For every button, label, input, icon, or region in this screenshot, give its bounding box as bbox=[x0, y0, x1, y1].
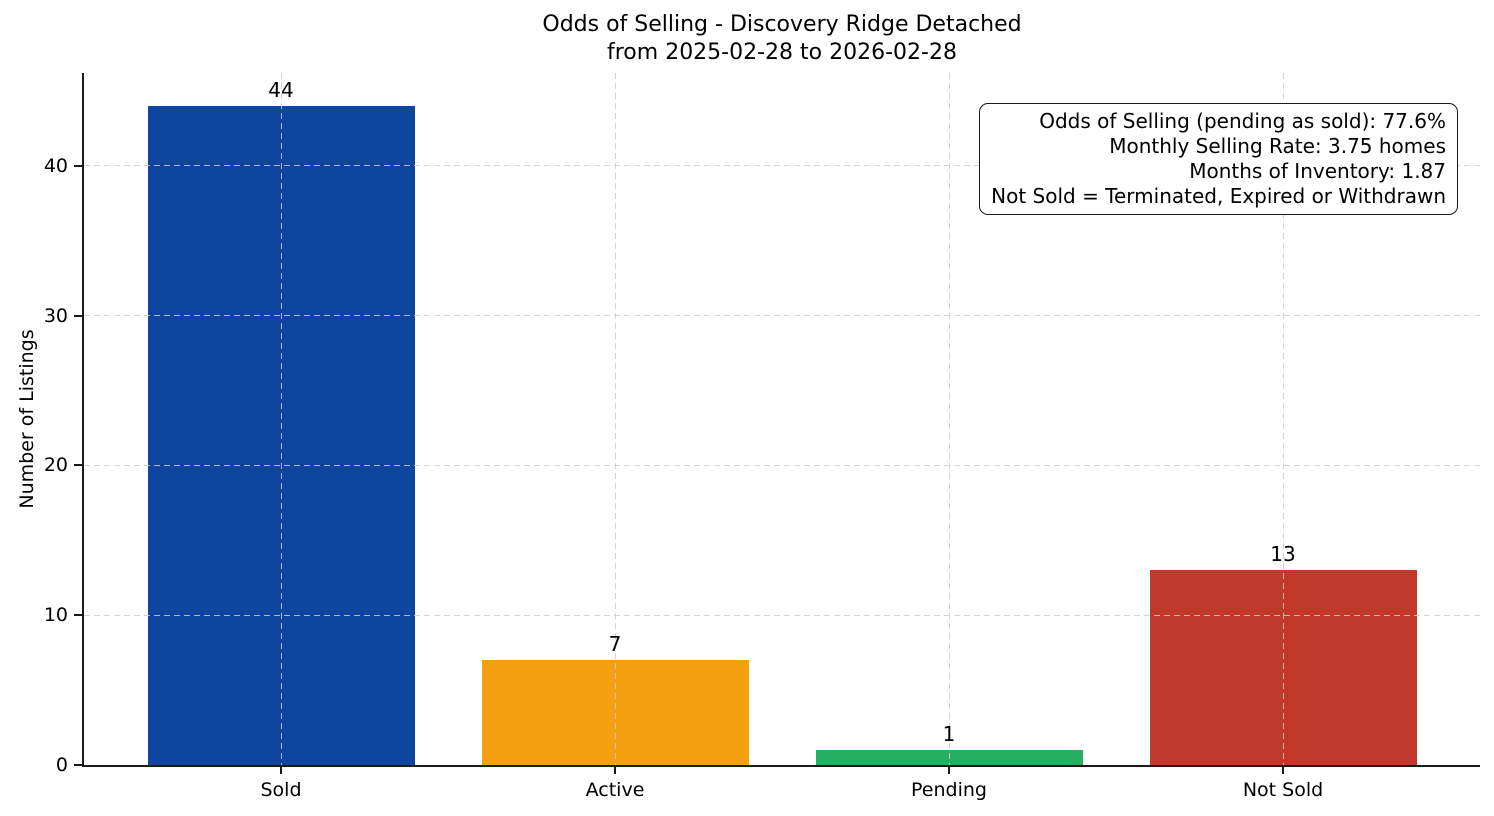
y-tick-label: 40 bbox=[43, 154, 68, 177]
y-tick bbox=[74, 314, 82, 317]
gridline-vertical bbox=[280, 73, 282, 765]
bar-value-label-sold: 44 bbox=[268, 77, 294, 102]
chart-title: Odds of Selling - Discovery Ridge Detach… bbox=[84, 11, 1480, 67]
y-tick-label: 20 bbox=[43, 454, 68, 477]
y-tick-label: 30 bbox=[43, 304, 68, 327]
y-tick bbox=[74, 464, 82, 467]
y-tick-label: 0 bbox=[55, 754, 68, 776]
gridline-horizontal bbox=[84, 464, 1480, 466]
gridline-vertical bbox=[1282, 73, 1284, 765]
x-axis-spine bbox=[82, 765, 1480, 767]
stat-not-sold-definition: Not Sold = Terminated, Expired or Withdr… bbox=[991, 184, 1446, 208]
y-tick bbox=[74, 164, 82, 167]
bar-value-label-active: 7 bbox=[608, 632, 622, 657]
y-tick bbox=[74, 764, 82, 766]
plot-area: 0 10 20 30 40 Sold 44 Active 7 Pending 1 Not Sold 13 bbox=[44, 73, 1480, 801]
x-tick-label-not-sold: Not Sold bbox=[1242, 779, 1324, 801]
gridline-vertical bbox=[614, 73, 616, 765]
y-tick-label: 10 bbox=[43, 604, 68, 627]
x-tick bbox=[614, 766, 616, 774]
x-tick-label-active: Active bbox=[585, 779, 645, 801]
bar-value-label-not-sold: 13 bbox=[1270, 542, 1296, 567]
y-tick bbox=[74, 614, 82, 617]
x-tick-label-pending: Pending bbox=[911, 779, 987, 801]
chart-title-line2: from 2025-02-28 to 2026-02-28 bbox=[607, 40, 957, 65]
bar-value-label-pending: 1 bbox=[942, 722, 956, 747]
y-axis-spine bbox=[82, 73, 84, 767]
stat-odds-of-selling: Odds of Selling (pending as sold): 77.6% bbox=[1039, 109, 1446, 133]
x-tick-label-sold: Sold bbox=[260, 779, 302, 801]
chart-title-line1: Odds of Selling - Discovery Ridge Detach… bbox=[542, 12, 1022, 37]
gridline-horizontal bbox=[84, 315, 1480, 317]
x-tick bbox=[948, 766, 950, 774]
x-tick bbox=[280, 766, 282, 774]
x-tick bbox=[1282, 766, 1284, 774]
gridline-horizontal bbox=[84, 614, 1480, 616]
stat-monthly-selling-rate: Monthly Selling Rate: 3.75 homes bbox=[1109, 134, 1446, 158]
y-axis-label: Number of Listings bbox=[16, 329, 38, 509]
gridline-vertical bbox=[948, 73, 950, 765]
stats-annotation-box: Odds of Selling (pending as sold): 77.6%… bbox=[979, 103, 1458, 215]
gridline-horizontal bbox=[84, 165, 1480, 167]
stat-months-of-inventory: Months of Inventory: 1.87 bbox=[1189, 159, 1446, 183]
